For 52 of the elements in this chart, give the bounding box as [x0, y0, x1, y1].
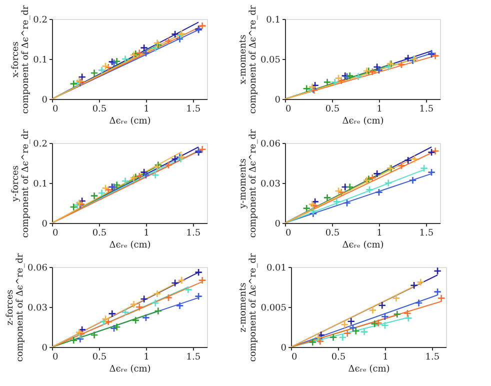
x-tick-label: 0	[292, 352, 298, 362]
x-tick-label: 1	[144, 228, 150, 238]
x-tick-label: 0	[52, 104, 58, 114]
x-axis-title: Δϵᵣₑ (cm)	[342, 116, 384, 126]
x-tick-label: 1.5	[419, 228, 434, 238]
x-tick-label: 1.5	[186, 228, 201, 238]
x-axis-title: Δϵᵣₑ (cm)	[348, 364, 390, 374]
y-tick-label: 0	[42, 344, 48, 354]
x-axis-title: Δϵᵣₑ (cm)	[109, 116, 151, 126]
x-tick-label: 0.5	[92, 352, 107, 362]
y-axis-title: y-moments component of Δϵ^re_dr	[238, 128, 258, 238]
y-tick-label: 0.1	[33, 180, 48, 190]
y-tick-label: 0	[42, 96, 48, 106]
x-tick-label: 0	[52, 352, 58, 362]
y-axis-title: x-forces component of Δϵ^re_dr	[11, 4, 32, 114]
x-tick-label: 0.5	[92, 104, 107, 114]
x-axis-title: Δϵᵣₑ (cm)	[109, 364, 151, 374]
y-tick-label: 0	[42, 220, 48, 230]
x-tick-label: 0.5	[92, 228, 107, 238]
x-tick-label: 1	[382, 352, 388, 362]
x-tick-label: 0.5	[331, 352, 346, 362]
x-axis-title: Δϵᵣₑ (cm)	[342, 240, 384, 250]
x-tick-label: 1	[144, 104, 150, 114]
x-tick-label: 0.5	[325, 104, 340, 114]
x-tick-label: 1	[144, 352, 150, 362]
x-tick-label: 1.5	[186, 104, 201, 114]
y-tick-label: 0.1	[266, 16, 280, 26]
x-tick-label: 1.5	[425, 352, 440, 362]
x-tick-label: 0	[52, 228, 58, 238]
y-tick-label: 0.005	[260, 304, 287, 314]
y-axis-title: x-moments component of Δϵ^re_dr	[238, 4, 258, 114]
y-tick-label: 0	[274, 96, 281, 106]
y-axis-title: y-forces component of Δϵ^re_dr	[11, 128, 32, 238]
y-tick-label: 0.05	[260, 56, 281, 66]
y-tick-label: 0.06	[260, 140, 281, 150]
y-axis-title: z-moments component of Δϵ^re_dr	[238, 252, 259, 362]
y-tick-label: 0	[280, 344, 287, 354]
y-tick-label: 0.01	[266, 264, 286, 274]
y-tick-label: 0.1	[33, 56, 48, 66]
x-axis-title: Δϵᵣₑ (cm)	[109, 240, 151, 250]
y-tick-label: 0.03	[27, 304, 48, 314]
x-tick-label: 1.5	[419, 104, 434, 114]
y-tick-label: 0	[274, 220, 281, 230]
y-tick-label: 0.03	[260, 180, 281, 190]
y-axis-title: z-forces component of Δϵ^re_dr	[5, 252, 26, 362]
y-tick-label: 0.2	[33, 140, 48, 150]
x-tick-label: 1.5	[186, 352, 201, 362]
x-tick-label: 1	[376, 104, 382, 114]
x-tick-label: 0.5	[325, 228, 340, 238]
y-tick-label: 0.06	[27, 264, 48, 274]
x-tick-label: 1	[376, 228, 382, 238]
y-tick-label: 0.2	[33, 16, 48, 26]
